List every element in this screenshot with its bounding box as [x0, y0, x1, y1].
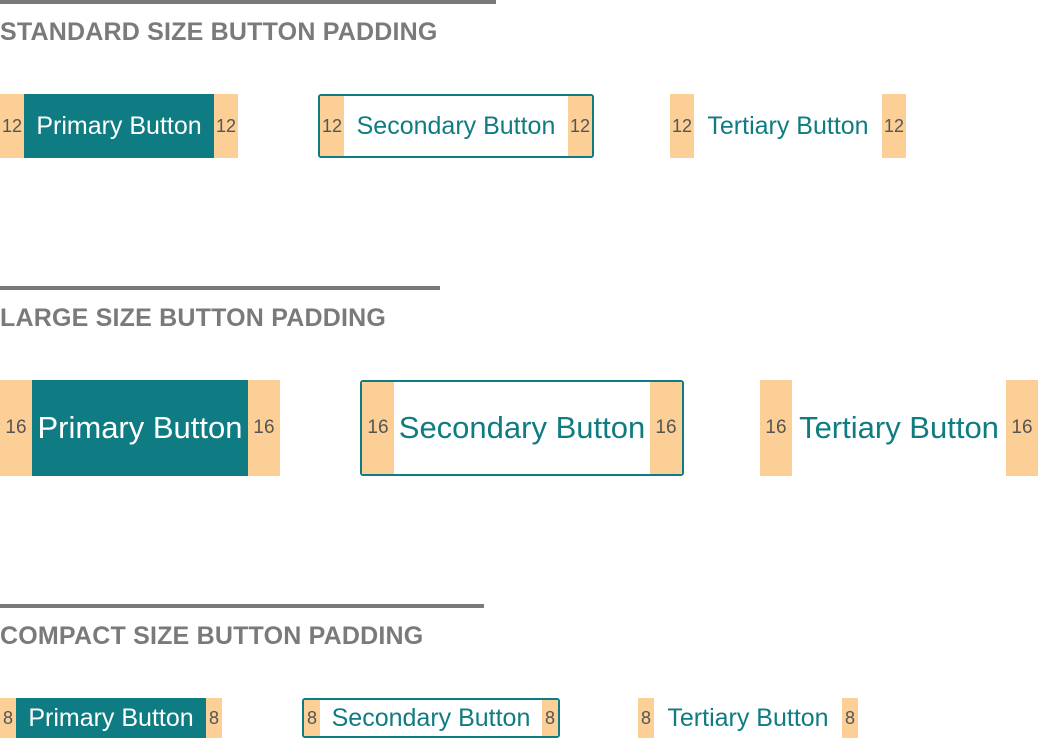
section-divider	[0, 604, 484, 608]
tertiary-button-compact[interactable]: 8 Tertiary Button 8	[638, 698, 858, 738]
standard-section: STANDARD SIZE BUTTON PADDING 12 Primary …	[0, 0, 1038, 170]
padding-right: 12	[568, 96, 592, 156]
padding-right: 16	[248, 380, 280, 476]
primary-button-compact[interactable]: 8 Primary Button 8	[0, 698, 222, 738]
section-heading: LARGE SIZE BUTTON PADDING	[0, 304, 387, 332]
padding-left: 16	[362, 382, 394, 474]
padding-left: 12	[320, 96, 344, 156]
padding-left: 12	[0, 94, 24, 158]
tertiary-button-standard[interactable]: 12 Tertiary Button 12	[670, 94, 906, 158]
padding-left: 8	[304, 700, 320, 736]
primary-button-label: Primary Button	[16, 698, 206, 738]
tertiary-button-label: Tertiary Button	[707, 111, 869, 140]
secondary-button-label: Secondary Button	[356, 111, 556, 140]
large-section: LARGE SIZE BUTTON PADDING 16 Primary But…	[0, 286, 1038, 486]
secondary-button-label: Secondary Button	[331, 703, 531, 732]
secondary-button-compact[interactable]: 8 Secondary Button 8	[302, 698, 560, 738]
tertiary-button-large[interactable]: 16 Tertiary Button 16	[760, 380, 1038, 476]
padding-right: 16	[1006, 380, 1038, 476]
secondary-button-label: Secondary Button	[398, 410, 646, 445]
section-divider	[0, 0, 496, 4]
padding-right: 12	[214, 94, 238, 158]
padding-left: 16	[0, 380, 32, 476]
padding-right: 8	[542, 700, 558, 736]
padding-left: 16	[760, 380, 792, 476]
primary-button-label: Primary Button	[32, 380, 248, 476]
tertiary-button-label: Tertiary Button	[667, 703, 829, 732]
tertiary-button-label: Tertiary Button	[799, 410, 999, 445]
padding-left: 8	[638, 698, 654, 738]
primary-button-large[interactable]: 16 Primary Button 16	[0, 380, 280, 476]
secondary-button-standard[interactable]: 12 Secondary Button 12	[318, 94, 594, 158]
padding-right: 8	[206, 698, 222, 738]
section-divider	[0, 286, 440, 290]
compact-section: COMPACT SIZE BUTTON PADDING 8 Primary Bu…	[0, 604, 1038, 738]
padding-right: 8	[842, 698, 858, 738]
padding-right: 12	[882, 94, 906, 158]
section-heading: COMPACT SIZE BUTTON PADDING	[0, 622, 424, 650]
primary-button-standard[interactable]: 12 Primary Button 12	[0, 94, 238, 158]
secondary-button-large[interactable]: 16 Secondary Button 16	[360, 380, 684, 476]
padding-left: 12	[670, 94, 694, 158]
padding-left: 8	[0, 698, 16, 738]
primary-button-label: Primary Button	[24, 94, 214, 158]
padding-right: 16	[650, 382, 682, 474]
section-heading: STANDARD SIZE BUTTON PADDING	[0, 18, 438, 46]
